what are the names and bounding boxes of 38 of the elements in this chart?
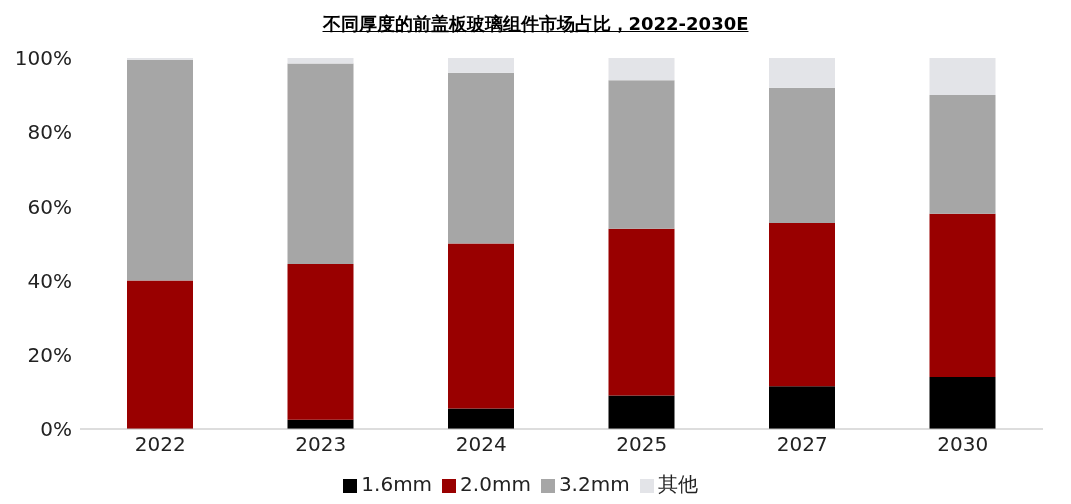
bar [929,95,996,214]
x-tick-label: 2024 [455,432,507,457]
bar [127,59,193,281]
bar [769,386,835,429]
y-tick-label: 0% [40,417,72,442]
legend-label: 1.6mm [361,472,433,496]
y-tick-label: 40% [27,268,72,293]
y-tick-label: 100% [14,46,72,71]
x-tick-label: 2023 [295,432,347,457]
y-tick-label: 60% [27,194,72,219]
chart-title: 不同厚度的前盖板玻璃组件市场占比，2022-2030E [321,12,750,36]
bar [127,280,193,429]
x-tick-label: 2025 [616,432,668,457]
bar [448,243,514,409]
bar [287,58,354,64]
bar [287,63,354,264]
legend-label: 3.2mm [558,472,630,496]
bar [608,58,675,81]
bar [448,58,514,73]
bar [608,228,675,396]
bar [929,58,996,96]
bar [769,223,835,387]
x-tick-label: 2030 [937,432,989,457]
bar [608,395,675,429]
legend-label: 其他 [657,472,698,496]
x-tick-label: 2027 [776,432,828,457]
y-tick-label: 80% [27,120,72,145]
legend-label: 2.0mm [460,472,531,496]
bar [929,213,996,378]
bar [769,58,835,88]
bar [769,87,835,224]
bar [929,377,996,429]
bar [608,80,675,229]
bar [448,408,514,429]
bar [287,263,354,420]
x-tick-label: 2022 [134,432,186,457]
y-tick-label: 20% [27,342,72,367]
bar [448,72,514,244]
